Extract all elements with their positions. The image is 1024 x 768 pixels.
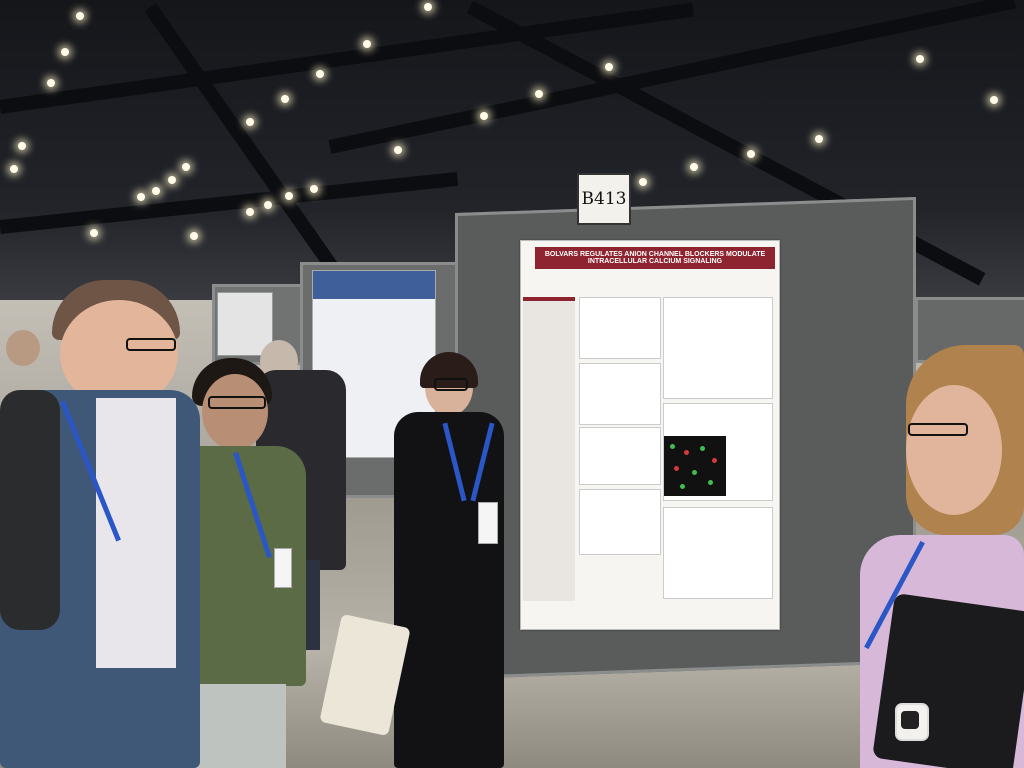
white-shirt bbox=[96, 398, 176, 668]
microscopy-image bbox=[664, 436, 726, 496]
person-background bbox=[0, 320, 55, 400]
ceiling-light bbox=[47, 79, 55, 87]
presenter bbox=[392, 352, 506, 768]
poster-figure bbox=[663, 507, 773, 599]
ceiling-light bbox=[182, 163, 190, 171]
name-badge bbox=[478, 502, 498, 544]
gray-pants bbox=[186, 684, 286, 768]
fluorescence-dot bbox=[674, 466, 679, 471]
backpack-strap bbox=[0, 390, 60, 630]
glasses bbox=[126, 338, 176, 351]
fluorescence-dot bbox=[700, 446, 705, 451]
ceiling-light bbox=[90, 229, 98, 237]
ceiling-light bbox=[61, 48, 69, 56]
ceiling-light bbox=[916, 55, 924, 63]
fluorescence-dot bbox=[670, 444, 675, 449]
glasses bbox=[208, 396, 266, 409]
fluorescence-dot bbox=[712, 458, 717, 463]
poster-figure bbox=[579, 297, 661, 359]
head bbox=[906, 385, 1002, 515]
ceiling-light bbox=[480, 112, 488, 120]
black-outfit bbox=[394, 412, 504, 768]
poster-figure bbox=[579, 363, 661, 425]
tablet bbox=[872, 592, 1024, 768]
ceiling-light bbox=[137, 193, 145, 201]
ceiling-beam bbox=[328, 0, 1017, 154]
ceiling-light bbox=[605, 63, 613, 71]
ceiling-light bbox=[310, 185, 318, 193]
head bbox=[202, 374, 268, 450]
ceiling-light bbox=[424, 3, 432, 11]
poster-figure bbox=[663, 297, 773, 399]
poster-far bbox=[217, 292, 273, 356]
ceiling-beam bbox=[0, 171, 459, 234]
ceiling-light bbox=[168, 176, 176, 184]
fluorescence-dot bbox=[684, 450, 689, 455]
ceiling-light bbox=[76, 12, 84, 20]
ceiling-light bbox=[639, 178, 647, 186]
ceiling-light bbox=[990, 96, 998, 104]
poster-figure bbox=[579, 427, 661, 485]
smartwatch bbox=[895, 703, 929, 741]
ceiling-light bbox=[18, 142, 26, 150]
ceiling-light bbox=[246, 118, 254, 126]
attendee-blue-jacket bbox=[0, 280, 206, 768]
ceiling-light bbox=[535, 90, 543, 98]
name-badge bbox=[274, 548, 292, 588]
ceiling-light bbox=[363, 40, 371, 48]
ceiling-light bbox=[690, 163, 698, 171]
glasses bbox=[908, 423, 968, 436]
ceiling-light bbox=[281, 95, 289, 103]
fluorescence-dot bbox=[692, 470, 697, 475]
ceiling-light bbox=[815, 135, 823, 143]
ceiling-light bbox=[10, 165, 18, 173]
ceiling-light bbox=[246, 208, 254, 216]
fluorescence-dot bbox=[708, 480, 713, 485]
poster-column bbox=[523, 297, 575, 601]
research-poster: BOLVARS REGULATES ANION CHANNEL BLOCKERS… bbox=[520, 240, 780, 630]
ceiling-light bbox=[747, 150, 755, 158]
ceiling-light bbox=[316, 70, 324, 78]
ceiling-light bbox=[152, 187, 160, 195]
watch-face bbox=[901, 711, 919, 729]
ceiling-light bbox=[190, 232, 198, 240]
poster-figure bbox=[579, 489, 661, 555]
ceiling-light bbox=[285, 192, 293, 200]
poster-title: BOLVARS REGULATES ANION CHANNEL BLOCKERS… bbox=[535, 247, 775, 269]
head bbox=[6, 330, 40, 366]
poster-left-title bbox=[313, 271, 435, 299]
ceiling-light bbox=[264, 201, 272, 209]
ceiling-light bbox=[394, 146, 402, 154]
glasses bbox=[434, 378, 468, 391]
fluorescence-dot bbox=[680, 484, 685, 489]
booth-number-sign: B413 bbox=[577, 173, 631, 225]
